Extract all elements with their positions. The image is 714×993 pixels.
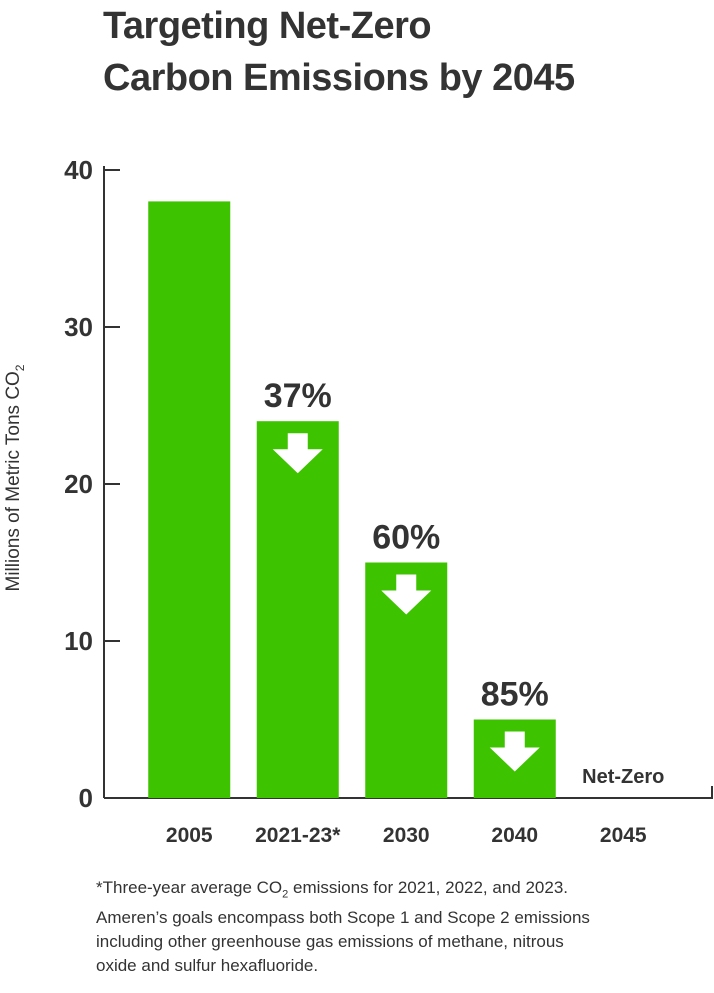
x-tick-label: 2005: [166, 824, 213, 847]
y-tick-label: 10: [64, 626, 93, 656]
chart-title: Targeting Net-Zero Carbon Emissions by 2…: [103, 0, 575, 104]
chart-labels: 2005 37% 2021-23* 60% 2030 85% 2040 Net-Zero 204…: [166, 377, 664, 847]
x-tick-label: 2040: [491, 824, 538, 847]
down-arrow-icon: [272, 433, 323, 474]
x-tick-label: 2045: [600, 824, 647, 847]
footnote-line-1-start: *Three-year average CO: [96, 878, 283, 897]
x-tick-label: 2030: [383, 824, 430, 847]
y-axis-label-subscript: 2: [13, 364, 27, 371]
chart-title-line-1: Targeting Net-Zero: [103, 5, 432, 47]
down-arrow-icon: [489, 731, 540, 772]
net-zero-label: Net-Zero: [582, 766, 664, 788]
reduction-label: 85%: [481, 676, 549, 714]
reduction-label: 37%: [264, 377, 332, 415]
footnote-subscript: 2: [282, 888, 289, 901]
y-axis-label-text: Millions of Metric Tons CO: [3, 371, 24, 591]
footnote: *Three-year average CO2 emissions for 20…: [96, 876, 708, 978]
y-tick-label: 40: [64, 155, 93, 185]
chart-axes: 0 10 20 30 40: [64, 155, 713, 813]
y-tick-label: 0: [79, 783, 93, 813]
footnote-line-1: *Three-year average CO2 emissions for 20…: [96, 876, 708, 906]
x-tick-label: 2021-23*: [255, 824, 341, 847]
y-tick-label: 20: [64, 469, 93, 499]
chart-bars: [148, 201, 556, 798]
footnote-line-1-end: emissions for 2021, 2022, and 2023.: [288, 878, 569, 897]
bar: [256, 421, 339, 798]
footnote-line-4: oxide and sulfur hexafluoride.: [96, 956, 319, 976]
footnote-line-2: Ameren’s goals encompass both Scope 1 an…: [96, 908, 590, 928]
reduction-label: 60%: [372, 519, 440, 557]
footnote-line-3: including other greenhouse gas emissions…: [96, 932, 564, 952]
down-arrow-icon: [381, 574, 432, 615]
y-axis-label: Millions of Metric Tons CO2: [3, 364, 27, 591]
chart-title-line-2: Carbon Emissions by 2045: [103, 57, 575, 99]
y-tick-label: 30: [64, 312, 93, 342]
bar: [148, 201, 231, 798]
